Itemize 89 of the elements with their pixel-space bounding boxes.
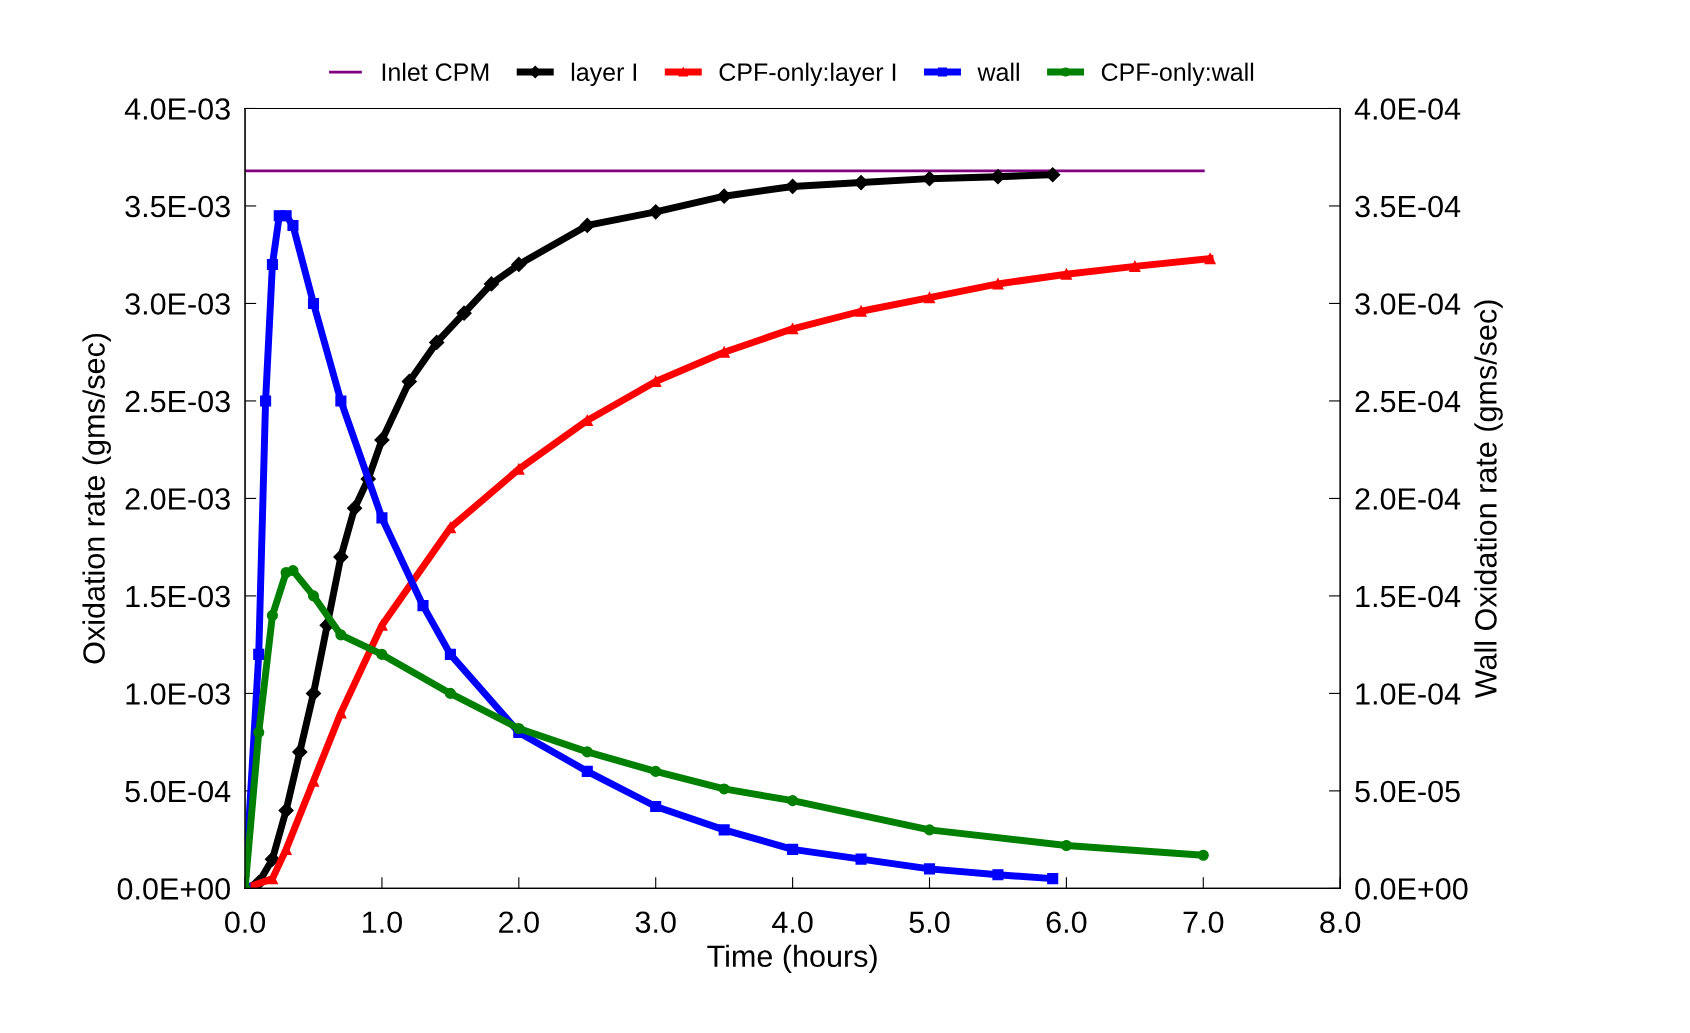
point <box>650 800 662 813</box>
x-tick-label: 8.0 <box>1320 911 1361 934</box>
x-tick-label: 5.0 <box>909 911 950 934</box>
point <box>1060 268 1072 280</box>
point <box>648 204 664 220</box>
point <box>287 219 299 232</box>
point <box>376 648 388 660</box>
point <box>376 619 388 631</box>
point <box>579 217 595 234</box>
point <box>253 726 265 738</box>
y-tick-label: 2.5E-03 <box>125 390 230 413</box>
y2-tick-label: 0.0E+00 <box>1355 878 1468 900</box>
point <box>253 648 265 660</box>
x-tick-label: 6.0 <box>1046 911 1087 934</box>
point <box>374 432 390 448</box>
y2-tick-label: 1.0E-04 <box>1356 683 1461 705</box>
point <box>307 590 320 602</box>
x-tick-label: 0.0 <box>225 911 266 934</box>
x-tick-label: 7.0 <box>1183 911 1224 934</box>
legend-label: Inlet CPM <box>382 62 489 82</box>
y-axis-title: Oxidation rate (gms/sec) <box>82 333 111 664</box>
point <box>855 853 867 865</box>
y-tick-label: 0.0E+00 <box>117 878 230 900</box>
point <box>429 334 445 351</box>
point <box>305 685 322 701</box>
point <box>1060 839 1072 852</box>
y-tick-label: 4.0E-03 <box>124 98 230 120</box>
x-axis-title: Time (hours) <box>707 944 877 974</box>
point <box>787 323 799 335</box>
y2-tick-label: 3.5E-04 <box>1355 195 1461 218</box>
point <box>718 824 730 836</box>
point <box>581 746 593 758</box>
x-tick-label: 4.0 <box>772 911 813 934</box>
point <box>787 843 799 855</box>
point <box>335 629 347 641</box>
point <box>456 305 472 321</box>
point <box>923 292 936 304</box>
point <box>1197 849 1209 861</box>
point <box>855 305 867 317</box>
legend-label: layer I <box>571 62 636 86</box>
x-tick-label: 3.0 <box>635 911 676 934</box>
legend-label: CPF-only:layer I <box>719 62 896 86</box>
point <box>278 802 294 818</box>
y-tick-label: 5.0E-04 <box>125 780 231 803</box>
y-tick-label: 3.0E-03 <box>125 293 230 315</box>
point <box>1129 260 1141 272</box>
y-tick-label: 1.5E-03 <box>126 585 230 608</box>
point <box>1047 873 1059 885</box>
point <box>266 609 278 621</box>
point <box>417 600 429 612</box>
point <box>581 765 593 777</box>
point <box>335 395 347 407</box>
point <box>992 869 1004 881</box>
point <box>718 783 730 795</box>
y2-axis-title: Wall Oxidation rate (gms/sec) <box>1474 300 1503 699</box>
point <box>444 687 456 699</box>
point <box>280 210 292 222</box>
y2-tick-label: 3.0E-04 <box>1355 293 1461 315</box>
point <box>787 795 799 807</box>
y-tick-label: 3.5E-03 <box>125 195 230 218</box>
point <box>1204 253 1216 265</box>
point <box>307 297 320 310</box>
point <box>401 373 417 390</box>
point <box>513 722 525 735</box>
y2-tick-label: 2.5E-04 <box>1355 390 1461 413</box>
point <box>992 278 1004 290</box>
x-tick-label: 2.0 <box>499 911 539 934</box>
point <box>923 863 936 875</box>
point <box>264 851 280 867</box>
point <box>346 500 363 516</box>
point <box>483 276 500 292</box>
point <box>650 765 662 777</box>
point <box>333 549 349 565</box>
y2-tick-label: 1.5E-04 <box>1356 585 1461 608</box>
y-tick-label: 1.0E-03 <box>126 683 230 705</box>
y2-tick-label: 2.0E-04 <box>1355 488 1461 510</box>
point <box>511 256 527 273</box>
legend-label: CPF-only:wall <box>1101 62 1254 86</box>
point <box>444 648 456 660</box>
point <box>287 565 299 577</box>
point <box>266 258 278 271</box>
legend-label: wall <box>977 62 1019 82</box>
point <box>376 512 388 524</box>
point <box>292 744 308 760</box>
x-tick-label: 1.0 <box>363 911 402 934</box>
y2-tick-label: 5.0E-05 <box>1355 780 1460 803</box>
point <box>260 395 272 407</box>
y2-tick-label: 4.0E-04 <box>1354 98 1461 120</box>
y-tick-label: 2.0E-03 <box>125 488 230 510</box>
